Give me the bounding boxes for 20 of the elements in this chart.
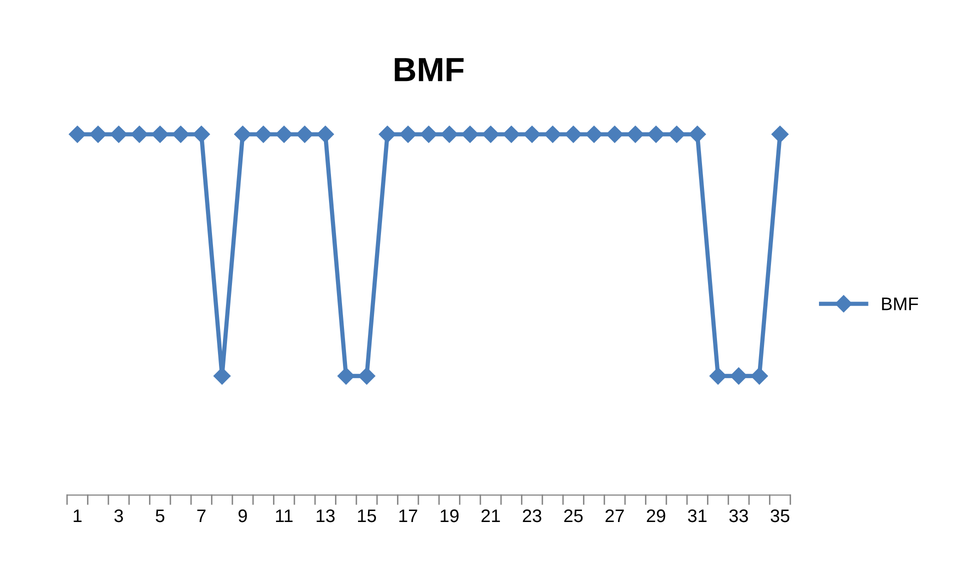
x-tick-label: 23 xyxy=(522,509,542,522)
chart-title: BMF xyxy=(394,58,464,82)
x-tick-label: 31 xyxy=(688,509,707,522)
x-tick-label: 1 xyxy=(74,510,82,522)
x-tick-label: 3 xyxy=(114,509,123,522)
x-tick-label: 27 xyxy=(606,509,624,522)
legend-label: BMF xyxy=(882,298,918,310)
x-tick-label: 19 xyxy=(440,509,459,522)
x-tick-label: 5 xyxy=(156,510,164,522)
x-tick-label: 33 xyxy=(729,509,748,522)
x-tick-label: 29 xyxy=(646,509,666,522)
x-tick-label: 15 xyxy=(358,510,376,522)
x-tick-label: 17 xyxy=(399,510,418,522)
x-tick-label: 7 xyxy=(197,510,206,522)
x-tick-label: 9 xyxy=(238,509,247,522)
x-tick-label: 11 xyxy=(276,510,293,522)
x-tick-label: 25 xyxy=(564,509,583,522)
x-tick-label: 35 xyxy=(770,509,790,522)
x-tick-label: 13 xyxy=(316,509,335,522)
x-tick-label: 21 xyxy=(482,509,500,522)
